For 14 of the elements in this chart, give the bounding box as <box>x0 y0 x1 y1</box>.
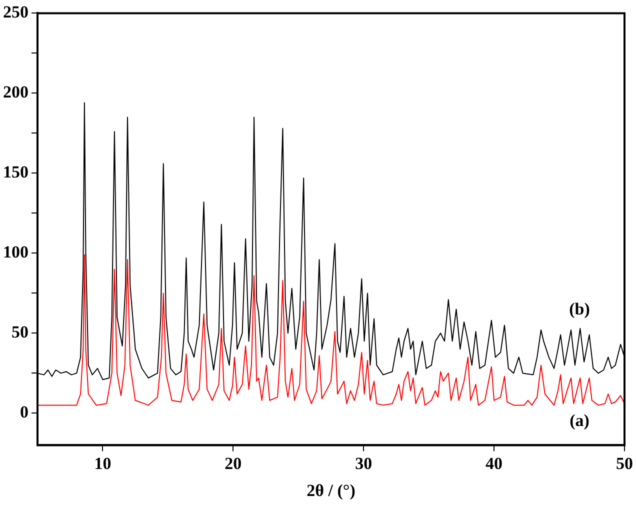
series-label: (a) <box>570 411 590 430</box>
x-axis-title: 2θ / (°) <box>306 481 356 500</box>
x-tick-label: 50 <box>616 454 633 473</box>
x-tick-label: 10 <box>94 454 112 473</box>
y-tick-label: 150 <box>3 162 28 182</box>
series-label: (b) <box>569 299 590 318</box>
y-tick-label: 250 <box>3 2 28 22</box>
x-tick-label: 40 <box>486 454 503 473</box>
x-tick-label: 20 <box>224 454 242 473</box>
y-tick-label: 100 <box>3 242 28 262</box>
y-tick-label: 50 <box>12 322 28 342</box>
y-tick-label: 200 <box>3 82 28 102</box>
y-tick-label: 0 <box>20 402 28 422</box>
x-tick-label: 30 <box>355 454 372 473</box>
